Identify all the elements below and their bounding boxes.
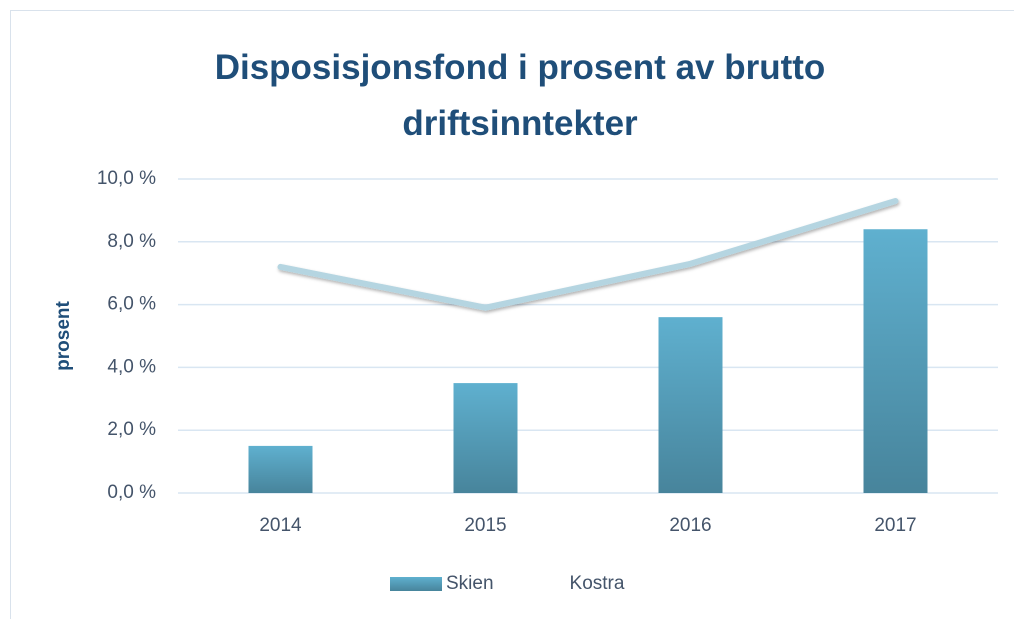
- bar-shade: [863, 229, 928, 494]
- y-axis-label: prosent: [53, 300, 74, 370]
- x-tick-label: 2014: [259, 515, 302, 536]
- bar-shade: [248, 445, 313, 493]
- legend-label: Skien: [446, 573, 494, 594]
- legend-swatch-shade: [390, 577, 442, 591]
- frame: [10, 10, 1014, 619]
- legend-label: Kostra: [570, 573, 625, 594]
- x-tick-label: 2015: [464, 515, 506, 536]
- bar-shade: [658, 317, 723, 493]
- line: [277, 197, 899, 311]
- y-tick-label: 0,0 %: [107, 482, 156, 503]
- bar-shade: [453, 383, 518, 493]
- x-tick-label: 2016: [669, 515, 711, 536]
- y-tick-label: 10,0 %: [97, 168, 156, 189]
- y-tick-label: 4,0 %: [107, 356, 156, 377]
- y-tick-label: 2,0 %: [107, 419, 156, 440]
- y-tick-label: 6,0 %: [107, 294, 156, 315]
- chart-title: Disposisjonsfond i prosent av brutto dri…: [214, 48, 826, 143]
- x-tick-label: 2017: [874, 515, 916, 536]
- y-tick-label: 8,0 %: [107, 231, 156, 252]
